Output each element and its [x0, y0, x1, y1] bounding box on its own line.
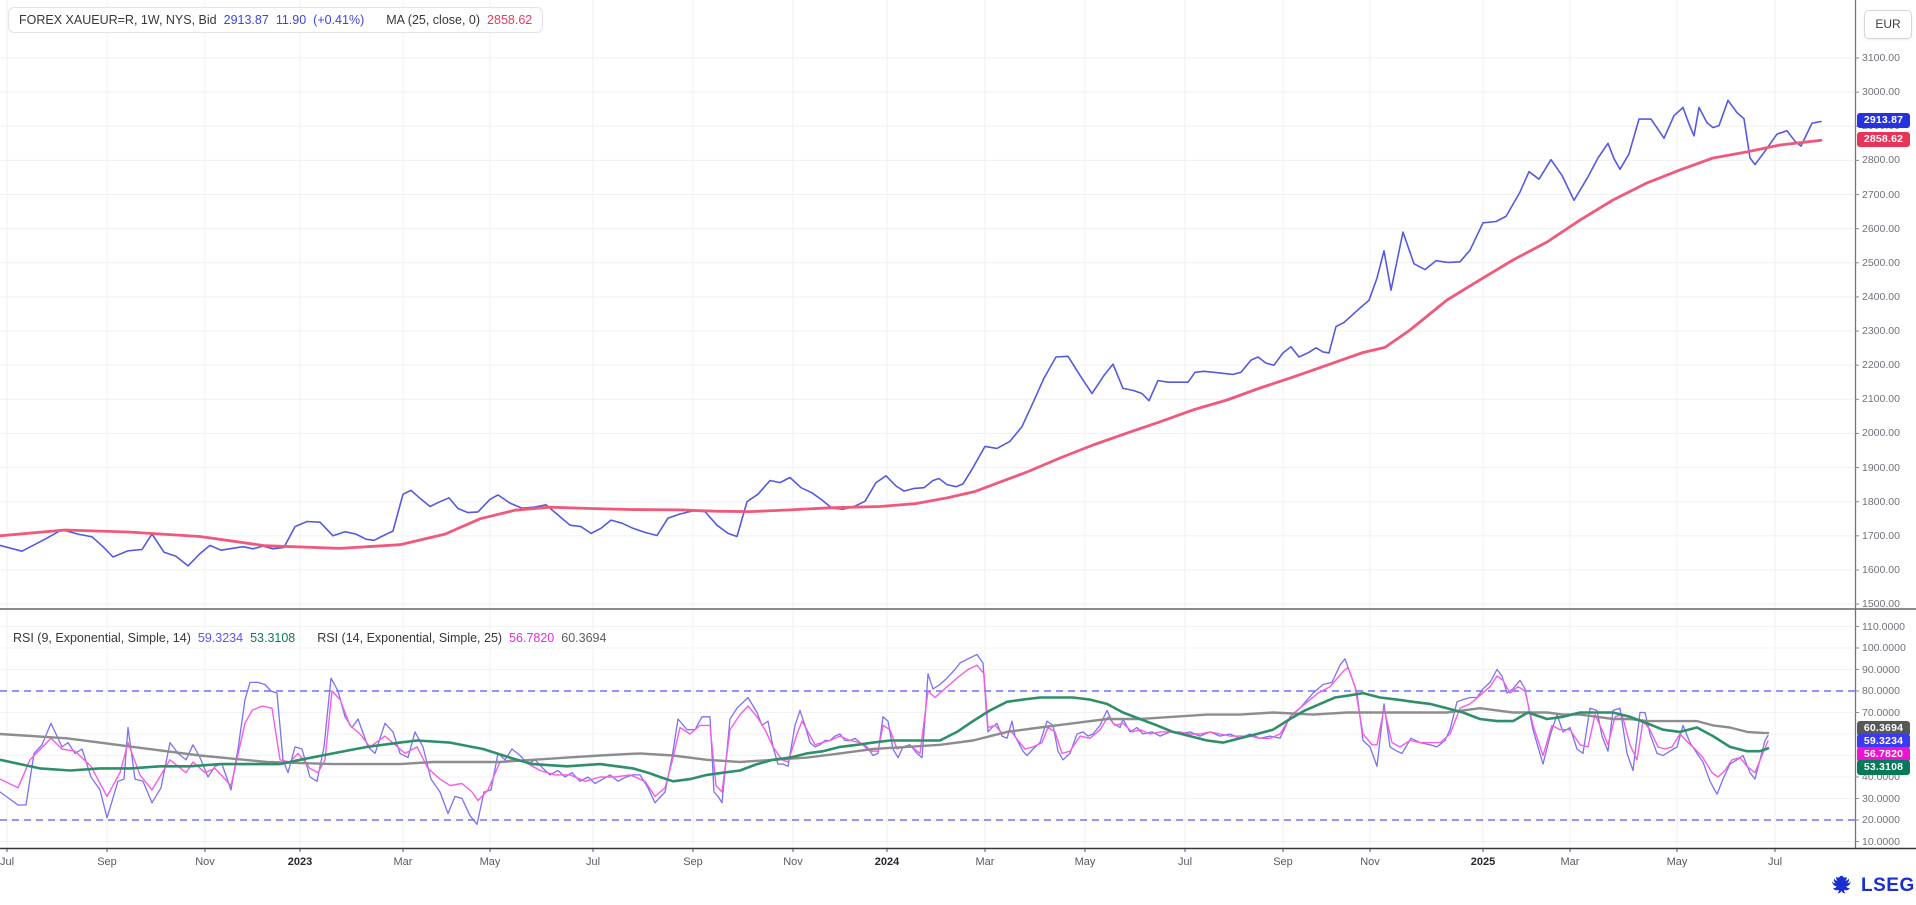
axis-price-badge: 2858.62 — [1857, 131, 1910, 147]
price-tick-label: 2500.00 — [1862, 256, 1900, 269]
price-tick-label: 3000.00 — [1862, 86, 1900, 99]
time-axis-month-label: Jul — [0, 856, 15, 868]
rsi-tick-label: 30.0000 — [1862, 792, 1900, 805]
rsi14-indicator-label: RSI (14, Exponential, Simple, 25) — [317, 631, 503, 645]
time-axis-month-label: Sep — [97, 856, 117, 868]
price-tick-label: 1800.00 — [1862, 495, 1900, 508]
lseg-logo-text: LSEG — [1861, 875, 1915, 896]
price-tick-label: 2000.00 — [1862, 427, 1900, 440]
price-tick-label: 1700.00 — [1862, 529, 1900, 542]
time-axis-month-label: Nov — [1360, 856, 1380, 868]
price-tick-label: 2400.00 — [1862, 290, 1900, 303]
price-tick-label: 2600.00 — [1862, 222, 1900, 235]
price-tick-label: 1600.00 — [1862, 563, 1900, 576]
price-change-percent: (+0.41%) — [313, 13, 365, 27]
axis-price-badge: 60.3694 — [1857, 720, 1910, 736]
price-tick-label: 1900.00 — [1862, 461, 1900, 474]
rsi-tick-label: 100.0000 — [1862, 642, 1906, 654]
time-axis-month-label: Jul — [585, 856, 601, 868]
axis-price-badge: 2913.87 — [1857, 112, 1910, 128]
rsi-tick-label: 70.0000 — [1862, 706, 1900, 719]
lseg-crest-icon — [1832, 875, 1851, 894]
rsi-tick-label: 10.0000 — [1862, 835, 1900, 848]
time-axis-month-label: Mar — [393, 856, 413, 868]
price-tick-label: 1500.00 — [1862, 598, 1900, 611]
time-axis-year-label: 2024 — [874, 856, 900, 868]
time-axis-year-label: 2023 — [287, 856, 313, 868]
axis-price-badge: 53.3108 — [1857, 759, 1910, 775]
time-axis-month-label: Jul — [1177, 856, 1193, 868]
rsi-tick-label: 110.0000 — [1862, 620, 1906, 633]
time-axis-month-label: May — [1074, 856, 1096, 868]
price-legend: FOREX XAUEUR=R, 1W, NYS, Bid 2913.87 11.… — [8, 7, 544, 33]
last-price-value: 2913.87 — [223, 13, 269, 27]
rsi-legend: RSI (9, Exponential, Simple, 14) 59.3234… — [13, 631, 606, 645]
price-tick-label: 2700.00 — [1862, 188, 1900, 201]
time-axis-month-label: Sep — [683, 856, 703, 868]
time-axis-month-label: Nov — [783, 856, 803, 868]
rsi-tick-label: 80.0000 — [1862, 685, 1900, 697]
rsi-tick-label: 20.0000 — [1862, 814, 1900, 826]
axis-price-badge: 59.3234 — [1857, 733, 1910, 749]
rsi9-indicator-label: RSI (9, Exponential, Simple, 14) — [13, 631, 191, 645]
rsi-tick-label: 90.0000 — [1862, 663, 1900, 676]
price-tick-label: 2100.00 — [1862, 393, 1900, 406]
rsi14-signal-value: 60.3694 — [561, 631, 607, 645]
time-axis-month-label: May — [479, 856, 501, 868]
price-tick-label: 2300.00 — [1862, 325, 1900, 338]
lseg-logo: LSEG — [1829, 873, 1915, 899]
rsi9-signal-value: 53.3108 — [250, 631, 296, 645]
time-axis-month-label: Mar — [1560, 856, 1580, 868]
time-axis-month-label: May — [1666, 856, 1688, 868]
ma-indicator-value: 2858.62 — [487, 13, 533, 27]
axis-price-badge: 56.7820 — [1857, 746, 1910, 762]
price-tick-label: 3100.00 — [1862, 52, 1900, 64]
time-axis-month-label: Nov — [195, 856, 215, 868]
price-tick-label: 2200.00 — [1862, 359, 1900, 372]
price-tick-label: 2800.00 — [1862, 154, 1900, 167]
time-axis-month-label: Jul — [1767, 856, 1783, 868]
currency-axis-button[interactable]: EUR — [1864, 10, 1912, 39]
rsi9-value: 59.3234 — [197, 631, 244, 645]
ma-indicator-label: MA (25, close, 0) — [386, 13, 481, 27]
time-axis-month-label: Mar — [975, 856, 995, 868]
instrument-title: FOREX XAUEUR=R, 1W, NYS, Bid — [19, 13, 217, 27]
rsi14-value: 56.7820 — [509, 631, 555, 645]
price-change-value: 11.90 — [275, 13, 307, 27]
time-axis-month-label: Sep — [1273, 856, 1293, 868]
time-axis-year-label: 2025 — [1470, 856, 1496, 868]
